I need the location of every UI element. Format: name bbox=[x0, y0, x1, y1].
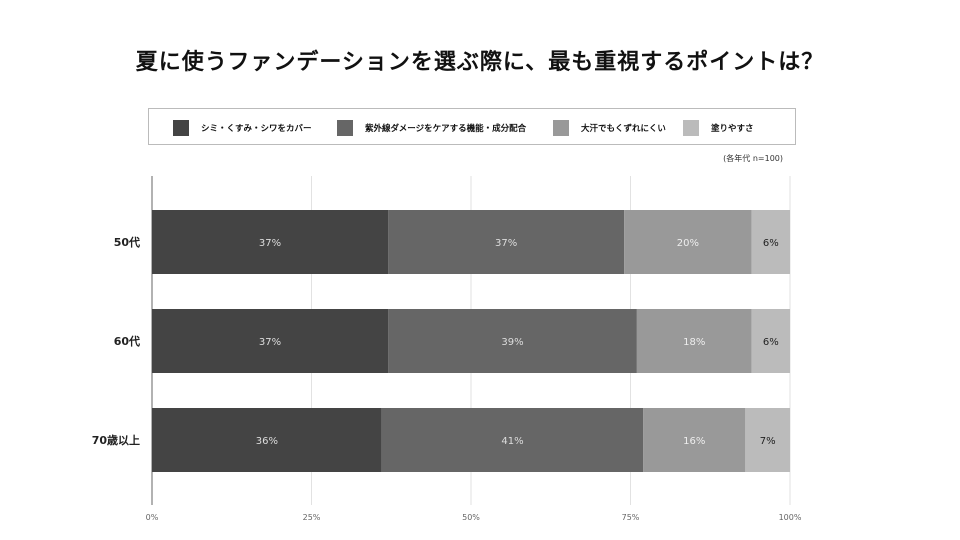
data-label: 18% bbox=[683, 337, 705, 348]
x-tick-label: 100% bbox=[779, 513, 802, 522]
data-label: 37% bbox=[259, 238, 281, 249]
legend-swatch-cover bbox=[173, 120, 189, 136]
bar-segment bbox=[624, 210, 752, 274]
bar-segment bbox=[751, 210, 790, 274]
bar-segment bbox=[381, 408, 644, 472]
bar-segment bbox=[751, 309, 790, 373]
x-tick-label: 0% bbox=[146, 513, 159, 522]
bar-segment bbox=[745, 408, 790, 472]
bar-segment bbox=[388, 210, 625, 274]
legend-label-cover: シミ・くすみ・シワをカバー bbox=[201, 124, 312, 134]
category-label: 60代 bbox=[114, 334, 140, 348]
sample-size-note: (各年代 n=100) bbox=[723, 154, 783, 163]
data-label: 37% bbox=[259, 337, 281, 348]
legend-swatch-ease bbox=[683, 120, 699, 136]
data-label: 36% bbox=[256, 436, 278, 447]
legend-item-uv: 紫外線ダメージをケアする機能・成分配合 bbox=[337, 120, 526, 136]
legend-swatch-uv bbox=[337, 120, 353, 136]
data-label: 41% bbox=[501, 436, 523, 447]
legend-item-ease: 塗りやすさ bbox=[683, 120, 754, 136]
bar-segment bbox=[152, 408, 382, 472]
legend-label-uv: 紫外線ダメージをケアする機能・成分配合 bbox=[365, 124, 527, 134]
x-tick-label: 75% bbox=[622, 513, 640, 522]
legend: シミ・くすみ・シワをカバー 紫外線ダメージをケアする機能・成分配合 大汗でもくず… bbox=[148, 108, 796, 145]
data-label: 16% bbox=[683, 436, 705, 447]
legend-item-sweat: 大汗でもくずれにくい bbox=[553, 120, 666, 136]
x-tick-label: 25% bbox=[303, 513, 321, 522]
legend-label-ease: 塗りやすさ bbox=[711, 124, 754, 134]
data-label: 37% bbox=[495, 238, 517, 249]
x-tick-label: 50% bbox=[462, 513, 480, 522]
bar-segment bbox=[636, 309, 752, 373]
data-label: 6% bbox=[763, 337, 779, 348]
data-label: 6% bbox=[763, 238, 779, 249]
legend-swatch-sweat bbox=[553, 120, 569, 136]
category-label: 70歳以上 bbox=[92, 433, 140, 447]
data-label: 7% bbox=[760, 436, 776, 447]
legend-item-cover: シミ・くすみ・シワをカバー bbox=[173, 120, 312, 136]
category-label: 50代 bbox=[114, 235, 140, 249]
bar-segment bbox=[643, 408, 746, 472]
legend-label-sweat: 大汗でもくずれにくい bbox=[581, 124, 666, 134]
chart-title: 夏に使うファンデーションを選ぶ際に、最も重視するポイントは？ bbox=[135, 50, 825, 75]
bar-segment bbox=[152, 309, 389, 373]
bar-segment bbox=[388, 309, 637, 373]
data-label: 20% bbox=[677, 238, 699, 249]
data-label: 39% bbox=[501, 337, 523, 348]
bar-segment bbox=[152, 210, 389, 274]
